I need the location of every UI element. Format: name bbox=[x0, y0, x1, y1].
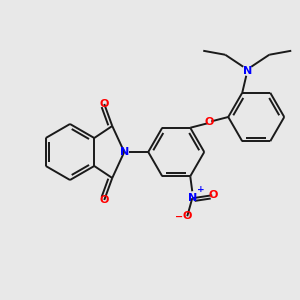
Text: +: + bbox=[197, 185, 205, 194]
Text: O: O bbox=[100, 195, 109, 205]
Text: O: O bbox=[183, 211, 192, 221]
Text: O: O bbox=[205, 117, 214, 128]
Text: N: N bbox=[120, 147, 129, 157]
Text: O: O bbox=[100, 99, 109, 109]
Text: −: − bbox=[175, 212, 183, 222]
Text: N: N bbox=[188, 193, 197, 203]
Text: O: O bbox=[208, 190, 218, 200]
Text: N: N bbox=[243, 66, 252, 76]
